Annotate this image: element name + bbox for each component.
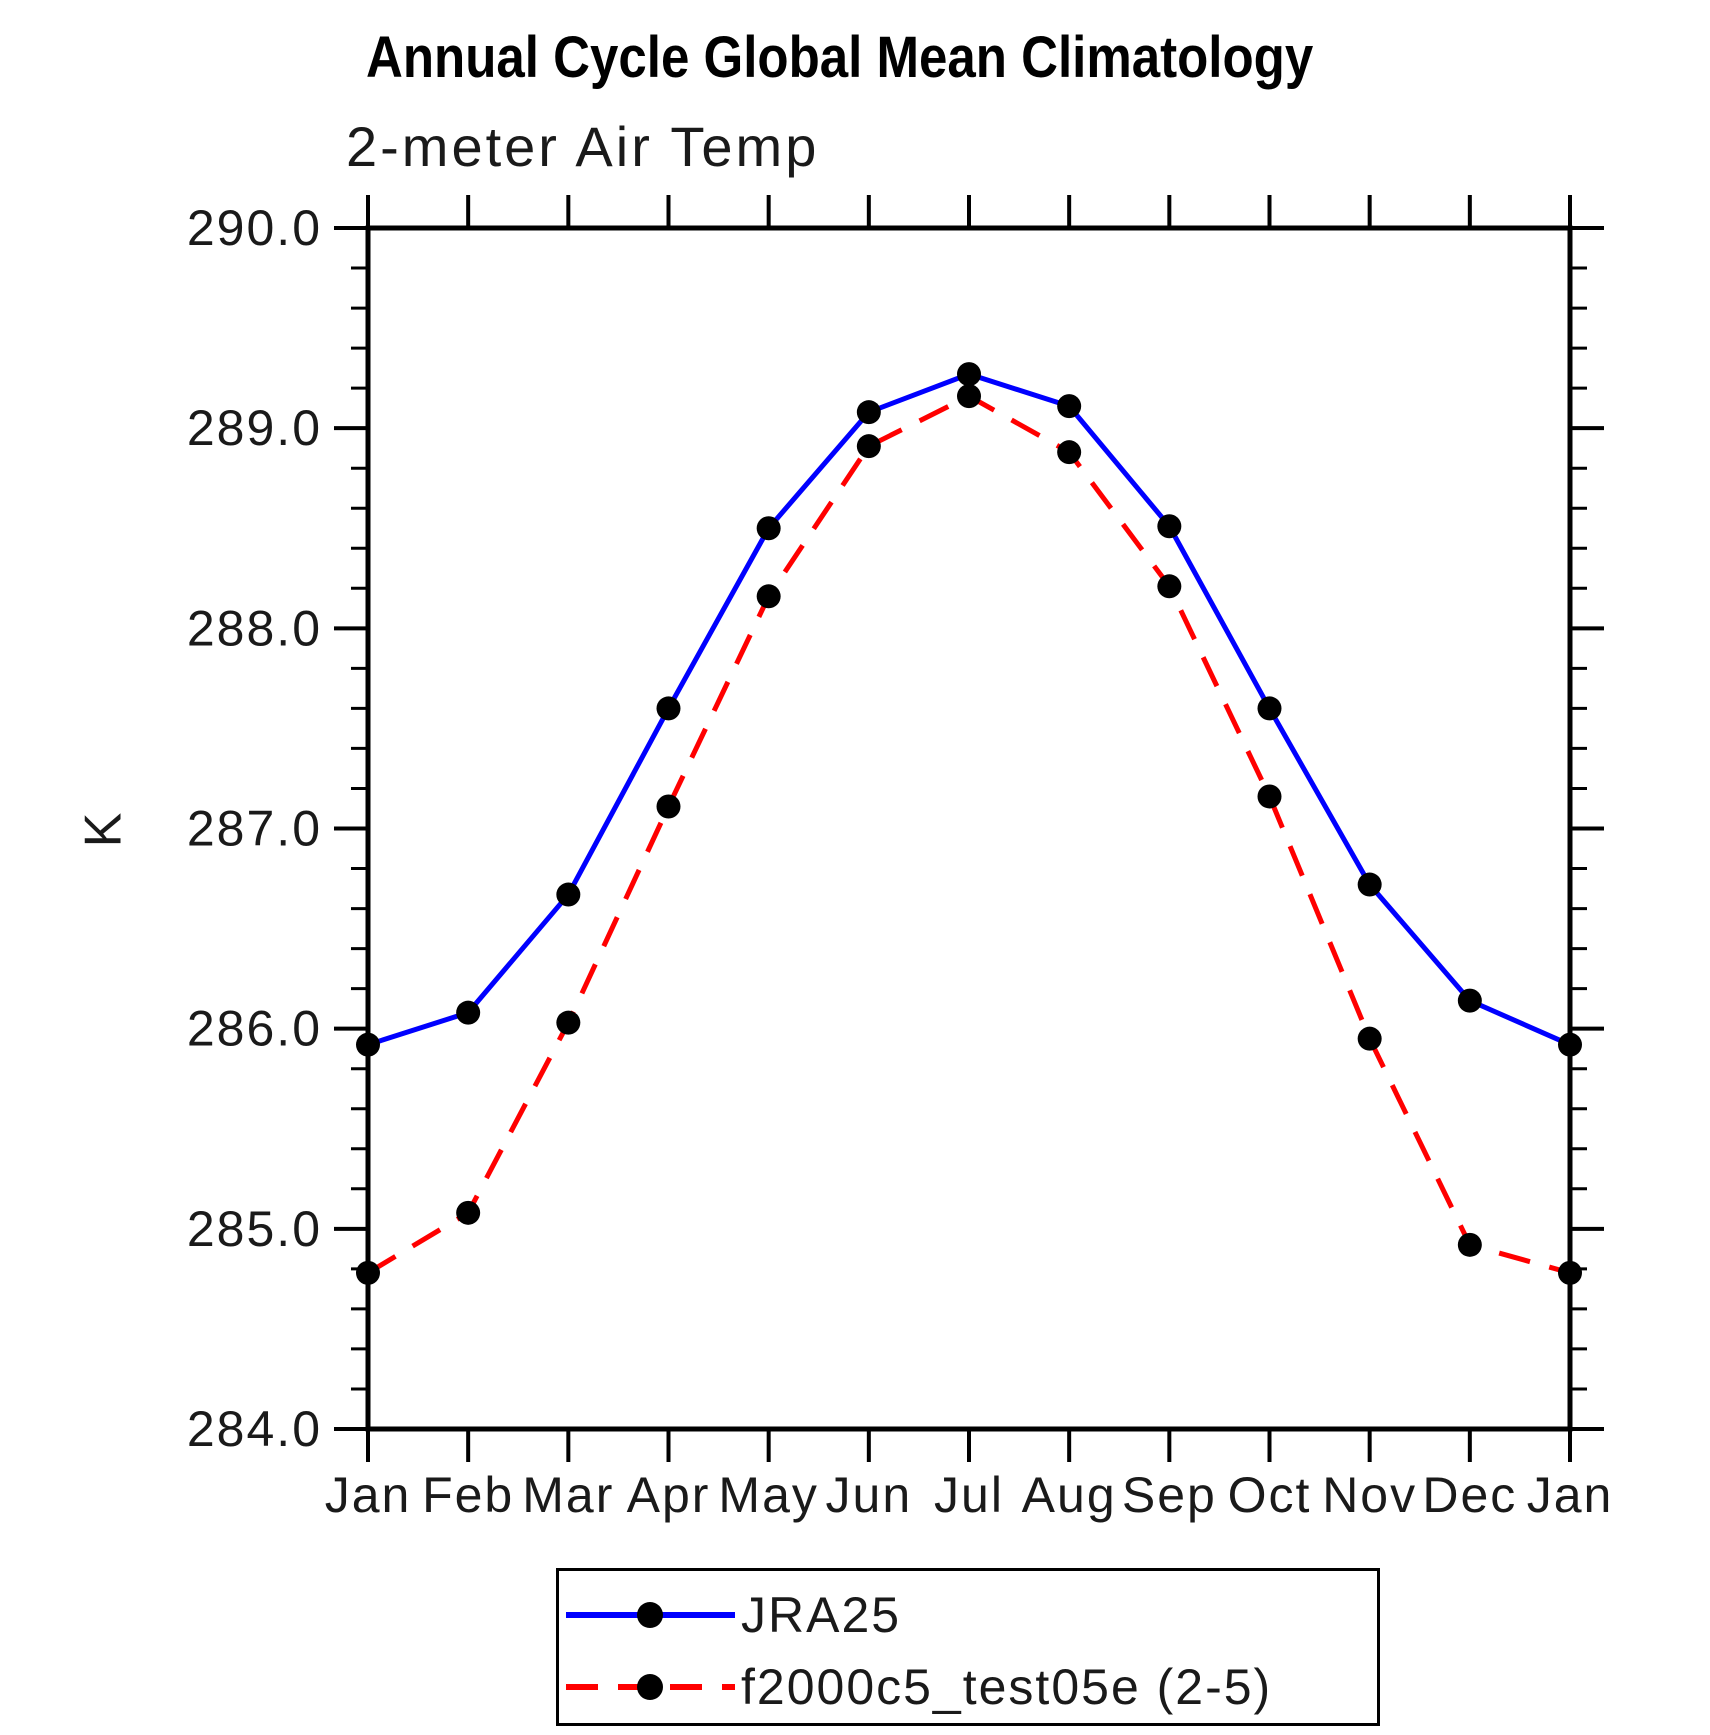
legend-swatch-f2000c5	[566, 1674, 735, 1700]
y-tick-label: 284.0	[187, 1401, 322, 1457]
series-line-1	[366, 393, 1571, 1276]
x-tick-label: Jan	[1527, 1467, 1614, 1523]
axis-ticks	[334, 195, 1604, 1462]
x-tick-label: Jun	[826, 1467, 913, 1523]
y-tick-label: 289.0	[187, 400, 322, 456]
x-tick-label: Sep	[1122, 1467, 1217, 1523]
legend-label-jra25: JRA25	[741, 1587, 902, 1643]
series-markers-1	[356, 384, 1582, 1285]
legend-item-jra25: JRA25	[565, 1587, 902, 1643]
x-tick-label: Jul	[934, 1467, 1004, 1523]
y-tick-label: 285.0	[187, 1201, 322, 1257]
x-tick-label: Mar	[522, 1467, 614, 1523]
x-tick-label: Jan	[325, 1467, 412, 1523]
y-tick-label: 288.0	[187, 600, 322, 656]
x-tick-label: Oct	[1228, 1467, 1312, 1523]
x-axis-tick-labels: Jan Feb Mar Apr May Jun Jul Aug Sep Oct Nov Dec Jan	[325, 1467, 1614, 1523]
x-tick-label: Feb	[422, 1467, 514, 1523]
chart-subtitle: 2-meter Air Temp	[346, 115, 820, 178]
legend-label-f2000c5: f2000c5_test05e (2-5)	[741, 1659, 1273, 1715]
y-axis-label: K	[74, 812, 133, 848]
legend-swatch-jra25	[566, 1602, 735, 1628]
x-tick-label: Nov	[1322, 1467, 1417, 1523]
y-tick-label: 286.0	[187, 1001, 322, 1057]
y-tick-label: 290.0	[187, 200, 322, 256]
series-line-0	[367, 371, 1572, 1048]
x-tick-label: Aug	[1022, 1467, 1117, 1523]
legend-item-f2000c5: f2000c5_test05e (2-5)	[565, 1659, 1273, 1715]
y-axis-tick-labels: 290.0 289.0 288.0 287.0 286.0 285.0 284.0	[187, 200, 322, 1457]
x-tick-label: May	[718, 1467, 818, 1523]
legend: JRA25 f2000c5_test05e (2-5)	[556, 1568, 1380, 1726]
y-tick-label: 287.0	[187, 801, 322, 857]
chart-title: Annual Cycle Global Mean Climatology	[366, 25, 1314, 90]
x-tick-label: Apr	[627, 1467, 711, 1523]
series-markers-0	[356, 362, 1582, 1057]
x-tick-label: Dec	[1422, 1467, 1517, 1523]
plot-frame	[365, 225, 1573, 1432]
